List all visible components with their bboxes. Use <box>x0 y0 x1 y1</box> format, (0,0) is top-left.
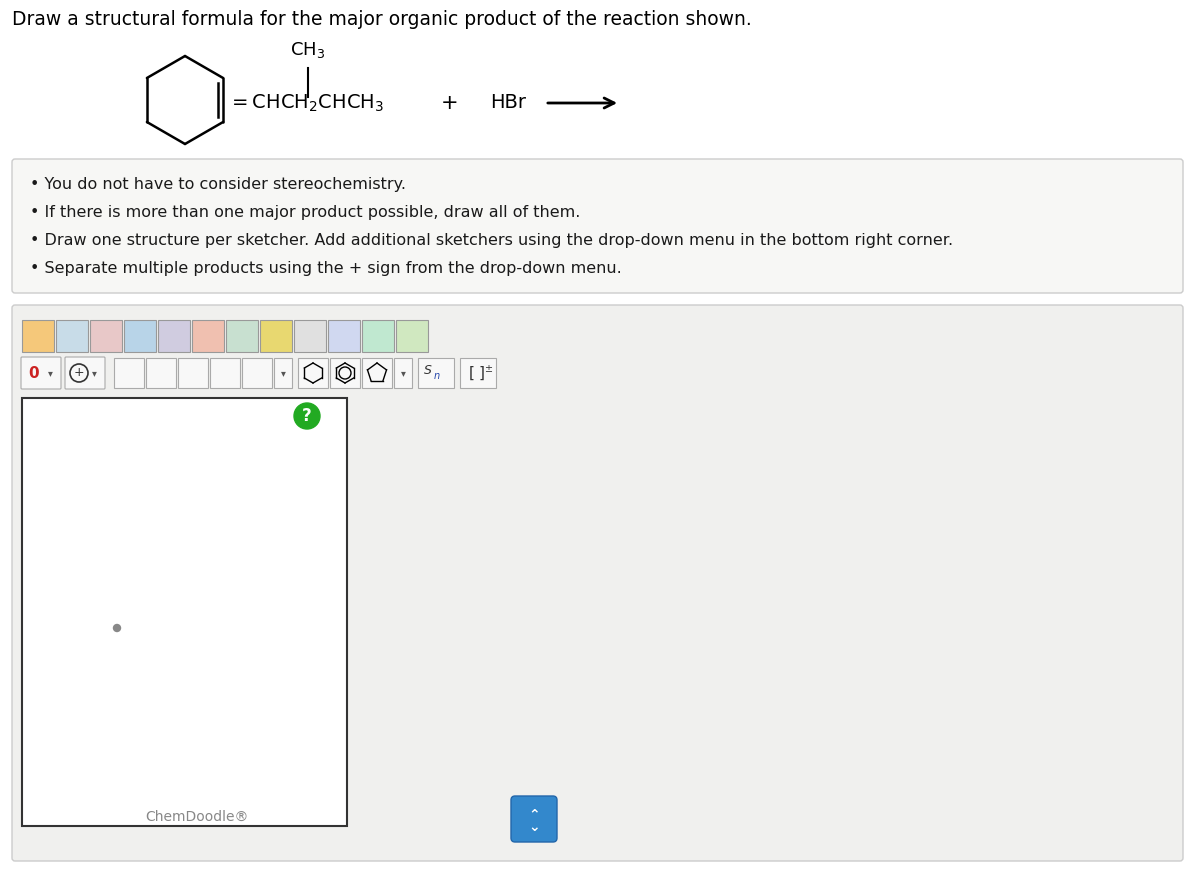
Text: ?: ? <box>302 407 312 425</box>
Bar <box>260 320 292 352</box>
FancyBboxPatch shape <box>511 796 557 842</box>
FancyBboxPatch shape <box>12 305 1183 861</box>
Text: ▾: ▾ <box>401 368 406 378</box>
Bar <box>90 320 122 352</box>
Text: ▾: ▾ <box>281 368 286 378</box>
Bar <box>124 320 156 352</box>
Bar <box>158 320 190 352</box>
Text: $\mathregular{=CHCH_2CHCH_3}$: $\mathregular{=CHCH_2CHCH_3}$ <box>228 93 384 114</box>
Bar <box>328 320 360 352</box>
Text: +: + <box>442 93 458 113</box>
Text: ⌄: ⌄ <box>528 820 540 834</box>
Text: • If there is more than one major product possible, draw all of them.: • If there is more than one major produc… <box>30 205 581 220</box>
Text: • You do not have to consider stereochemistry.: • You do not have to consider stereochem… <box>30 177 406 192</box>
Bar <box>298 358 328 388</box>
Bar <box>460 358 496 388</box>
Bar <box>362 358 392 388</box>
Text: [: [ <box>469 365 475 380</box>
Bar <box>396 320 428 352</box>
FancyBboxPatch shape <box>65 357 106 389</box>
FancyBboxPatch shape <box>22 357 61 389</box>
Circle shape <box>294 403 320 429</box>
Text: • Draw one structure per sketcher. Add additional sketchers using the drop-down : • Draw one structure per sketcher. Add a… <box>30 233 953 248</box>
Bar <box>294 320 326 352</box>
Circle shape <box>114 625 120 632</box>
Bar <box>330 358 360 388</box>
Text: +: + <box>73 366 84 379</box>
Bar <box>192 320 224 352</box>
FancyBboxPatch shape <box>12 159 1183 293</box>
Text: $\mathregular{CH_3}$: $\mathregular{CH_3}$ <box>290 40 325 60</box>
Text: $\mathit{n}$: $\mathit{n}$ <box>433 371 440 381</box>
Bar <box>178 358 208 388</box>
Text: Draw a structural formula for the major organic product of the reaction shown.: Draw a structural formula for the major … <box>12 10 751 29</box>
Bar <box>114 358 144 388</box>
Bar <box>210 358 240 388</box>
Text: ChemDoodle®: ChemDoodle® <box>145 810 248 824</box>
Bar <box>362 320 394 352</box>
Bar <box>394 358 412 388</box>
Bar <box>22 398 347 826</box>
Text: $\pm$: $\pm$ <box>485 364 493 374</box>
Bar <box>418 358 454 388</box>
Text: $\mathit{S}$: $\mathit{S}$ <box>424 364 433 378</box>
Bar <box>22 320 54 352</box>
Text: 0: 0 <box>29 365 40 380</box>
Bar <box>242 358 272 388</box>
Text: ▾: ▾ <box>48 368 53 378</box>
Bar <box>56 320 88 352</box>
Bar <box>146 358 176 388</box>
Bar <box>226 320 258 352</box>
Text: HBr: HBr <box>490 94 526 113</box>
Text: ]: ] <box>479 365 485 380</box>
Text: ⌃: ⌃ <box>528 807 540 821</box>
Text: • Separate multiple products using the + sign from the drop-down menu.: • Separate multiple products using the +… <box>30 261 622 276</box>
Text: ▾: ▾ <box>91 368 96 378</box>
Bar <box>274 358 292 388</box>
